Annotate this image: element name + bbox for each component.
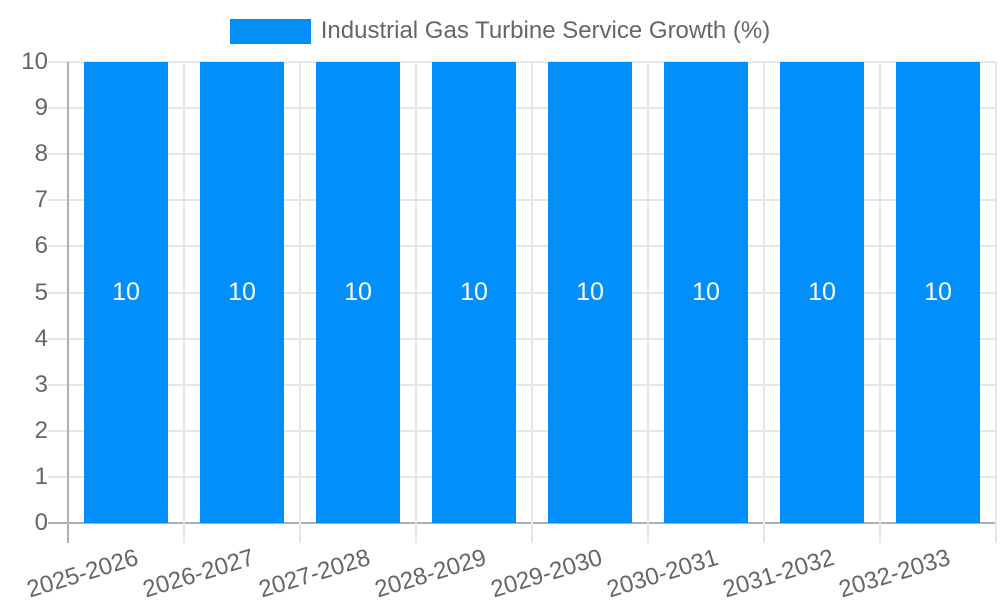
gridline-vertical xyxy=(763,62,765,523)
x-axis-label: 2031-2032 xyxy=(719,544,838,600)
y-axis-label: 4 xyxy=(34,324,48,352)
gridline-vertical xyxy=(299,62,301,523)
y-axis-label: 6 xyxy=(34,232,48,260)
gridline-vertical xyxy=(183,62,185,523)
gridline-vertical xyxy=(67,62,69,523)
bar-value-label: 10 xyxy=(460,278,488,306)
y-axis-tick xyxy=(48,153,68,156)
bar: 10 xyxy=(664,62,748,523)
plot-area: 0 1 2 3 4 5 6 7 8 9 10 10 2025-2026 10 2026-2027 10 2027… xyxy=(21,48,997,600)
gridline-vertical xyxy=(647,62,649,523)
y-axis-label: 9 xyxy=(34,94,48,122)
x-axis-label: 2027-2028 xyxy=(255,544,374,600)
x-axis-label: 2026-2027 xyxy=(139,544,258,600)
bar: 10 xyxy=(200,62,284,523)
bar-value-label: 10 xyxy=(228,278,256,306)
bar-value-label: 10 xyxy=(576,278,604,306)
legend-swatch xyxy=(229,18,311,44)
y-axis-tick xyxy=(48,61,68,63)
y-axis-label: 0 xyxy=(34,509,48,536)
x-axis-tick xyxy=(67,523,69,543)
y-axis-tick xyxy=(48,199,68,202)
y-axis-tick xyxy=(48,383,68,386)
bar-value-label: 10 xyxy=(344,278,372,306)
bar-value-label: 10 xyxy=(112,278,140,306)
y-axis-tick xyxy=(48,337,68,340)
legend-label: Industrial Gas Turbine Service Growth (%… xyxy=(320,17,771,44)
x-axis-tick xyxy=(183,523,185,543)
y-axis-tick xyxy=(48,107,68,110)
x-axis-label: 2025-2026 xyxy=(23,544,142,600)
x-axis-label: 2029-2030 xyxy=(487,544,606,600)
bar: 10 xyxy=(432,62,516,523)
bar: 10 xyxy=(84,62,168,523)
y-axis-label: 2 xyxy=(34,416,48,444)
bar: 10 xyxy=(780,62,864,523)
bar-value-label: 10 xyxy=(924,278,952,306)
x-axis-tick xyxy=(647,523,649,543)
bar-value-label: 10 xyxy=(692,278,720,306)
y-axis-label: 5 xyxy=(34,278,48,306)
y-axis-label: 8 xyxy=(34,140,48,168)
x-axis-label: 2028-2029 xyxy=(371,544,490,600)
y-axis-label: 3 xyxy=(34,370,48,398)
x-axis-tick xyxy=(415,523,417,543)
x-axis-tick xyxy=(763,523,765,543)
gridline-vertical xyxy=(415,62,417,523)
y-axis-tick xyxy=(48,429,68,432)
legend-item[interactable]: Industrial Gas Turbine Service Growth (%… xyxy=(0,17,1000,45)
gridline-vertical xyxy=(995,62,997,523)
y-axis-tick xyxy=(48,475,68,478)
x-axis-label: 2030-2031 xyxy=(603,544,722,600)
x-axis-tick xyxy=(995,523,997,543)
x-axis-tick xyxy=(879,523,881,543)
x-axis-tick xyxy=(299,523,301,543)
bar: 10 xyxy=(896,62,980,523)
gridline-vertical xyxy=(531,62,533,523)
x-axis-label: 2032-2033 xyxy=(835,544,954,600)
y-axis-tick xyxy=(48,291,68,294)
y-axis-tick xyxy=(48,522,68,524)
bar: 10 xyxy=(316,62,400,523)
y-axis-label: 7 xyxy=(34,186,48,214)
y-axis-label: 10 xyxy=(21,48,48,75)
y-axis-tick xyxy=(48,245,68,248)
gridline-vertical xyxy=(879,62,881,523)
y-axis-label: 1 xyxy=(34,462,48,490)
x-axis-tick xyxy=(531,523,533,543)
bar: 10 xyxy=(548,62,632,523)
bar-value-label: 10 xyxy=(808,278,836,306)
